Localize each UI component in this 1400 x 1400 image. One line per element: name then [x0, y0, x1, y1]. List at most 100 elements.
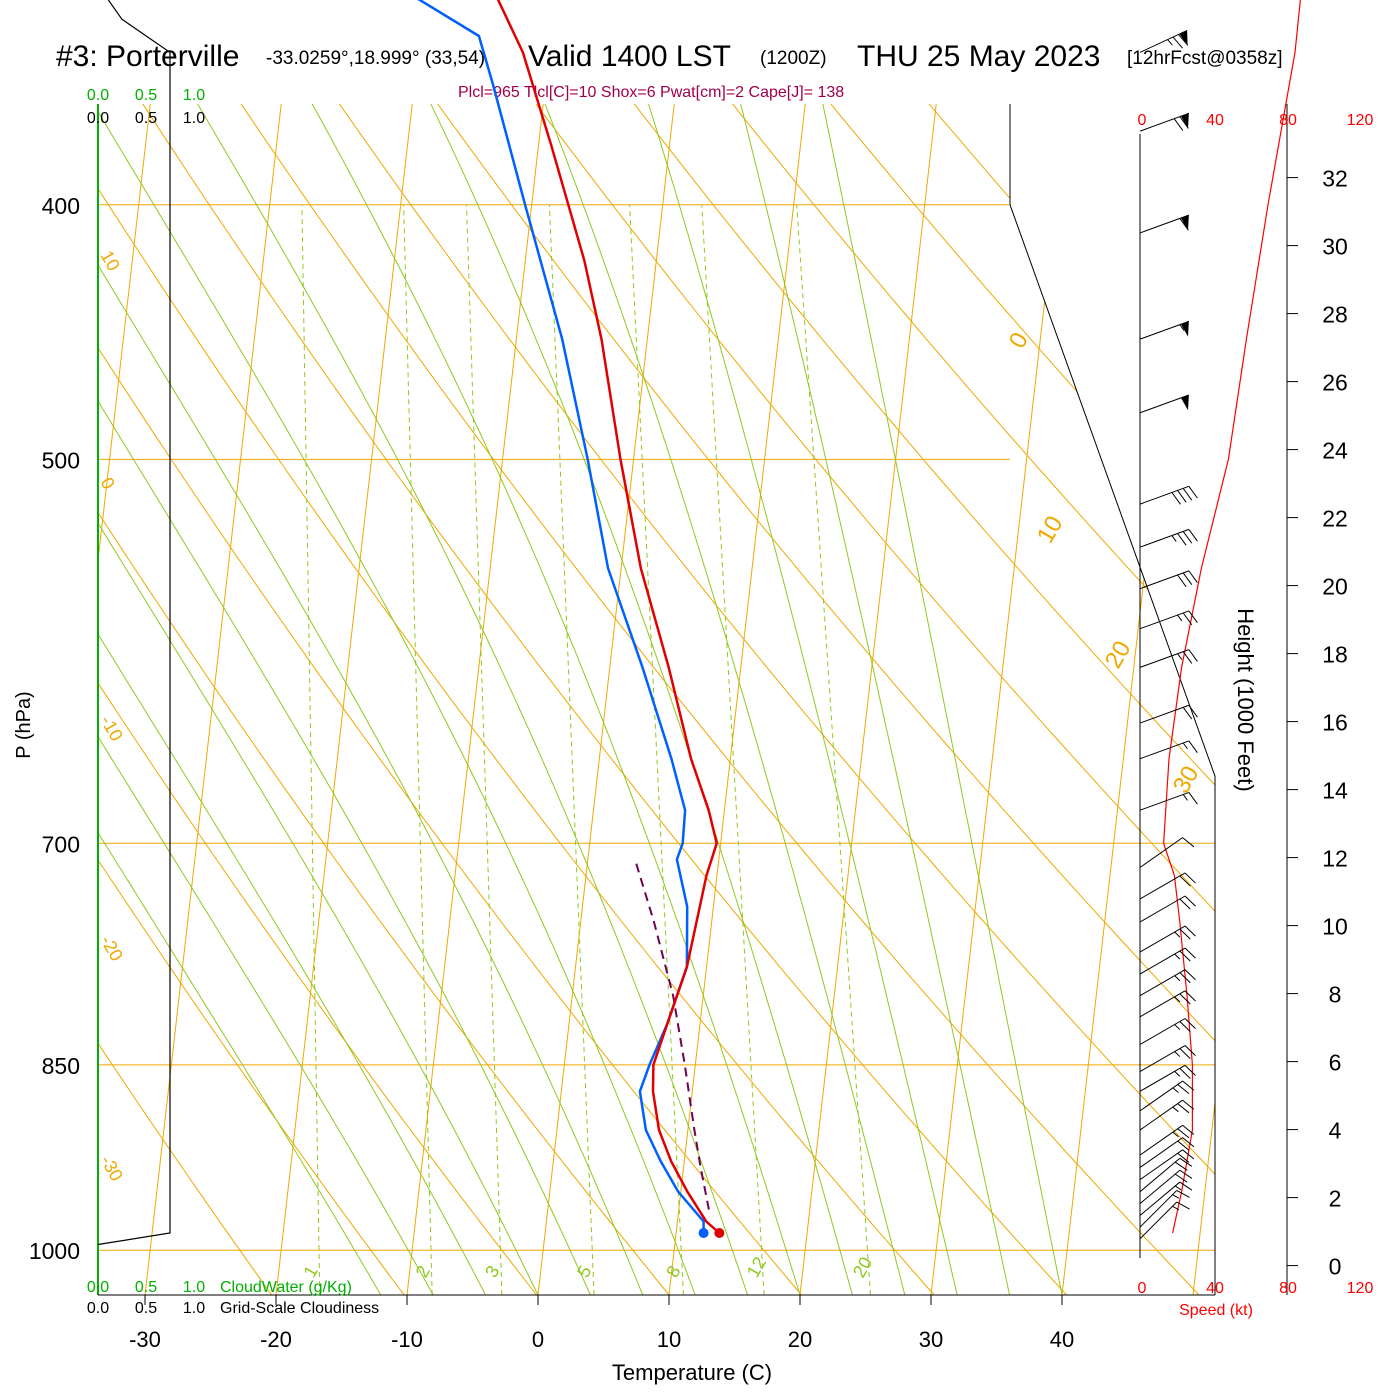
dry-adiabat-line: [1199, 104, 1215, 1295]
x-tick-label: 0: [532, 1327, 544, 1352]
x-tick-label: 30: [919, 1327, 943, 1352]
speed-tick-label: 80: [1279, 1280, 1297, 1297]
wind-barb-staff: [1139, 895, 1186, 923]
wind-barb-flag: [1177, 574, 1187, 588]
wind-barb-staff: [1139, 1045, 1186, 1072]
isotherm-line: [144, 104, 332, 1295]
cloudwater-tick-label: 0.5: [135, 1279, 157, 1296]
wind-barb-flag: [1184, 925, 1196, 937]
wind-barb-flag: [1182, 572, 1193, 586]
isotherm-label: 10: [1032, 511, 1069, 548]
moist-adiabat-line: [98, 104, 696, 1295]
wind-barb: [1139, 872, 1196, 900]
diagram-background: [98, 104, 1215, 1295]
wind-barb-flag: [1179, 1157, 1193, 1167]
speed-axis-title: Speed (kt): [1179, 1302, 1253, 1319]
height-tick-label: 26: [1322, 370, 1348, 396]
speed-tick-label: 0: [1138, 1280, 1147, 1297]
station-title: #3: Porterville: [56, 40, 240, 73]
wind-barb-half-flag: [1172, 1087, 1179, 1093]
wind-barb-staff: [1139, 969, 1186, 997]
wind-barb-half-flag: [1172, 1106, 1179, 1113]
wind-barb-flag: [1182, 1099, 1195, 1110]
isotherm-line: [668, 104, 856, 1295]
wind-barb-flag: [1179, 875, 1191, 887]
wind-barb-staff: [1139, 837, 1183, 868]
isotherm-label: -30: [97, 1152, 127, 1185]
wind-barb-staff: [1139, 29, 1188, 53]
wind-barb-staff: [1139, 791, 1190, 811]
speed-tick-label: 40: [1206, 112, 1224, 129]
wind-barb: [1139, 1099, 1195, 1131]
wind-barb-half-flag: [1172, 1131, 1179, 1138]
wind-barb-staff: [1139, 649, 1190, 668]
height-tick-label: 10: [1322, 914, 1348, 940]
moist-adiabat-line: [621, 104, 1011, 1295]
wind-speed-line: [1162, 0, 1301, 1234]
wind-barb-half-flag: [1174, 1070, 1181, 1077]
moist-adiabat-line: [494, 104, 958, 1295]
dry-adiabat-line: [98, 104, 670, 1295]
wind-barb-flag: [1172, 36, 1183, 49]
speed-tick-label: 120: [1347, 112, 1374, 129]
dry-adiabat-line: [229, 104, 1215, 1295]
height-tick-label: 16: [1322, 710, 1348, 736]
cloudiness-tick-label: 0.0: [87, 110, 109, 127]
x-tick-label: 40: [1050, 1327, 1074, 1352]
wind-barb-staff: [1139, 1080, 1183, 1112]
dry-adiabat-line: [98, 104, 273, 1295]
wind-barb-staff: [1139, 570, 1190, 590]
dry-adiabat-line: [405, 104, 1215, 1295]
height-tick-label: 14: [1322, 778, 1348, 804]
dry-adiabat-line: [493, 104, 1215, 1295]
isotherm-label: 0: [97, 474, 119, 493]
wind-barb-staff: [1139, 947, 1186, 975]
wind-barb-staff: [1139, 485, 1190, 505]
wind-barb-staff: [1139, 740, 1190, 760]
mixing-ratio-label: 20: [849, 1253, 876, 1280]
isotherm-label: 20: [1100, 636, 1137, 673]
wind-barb-flag: [1184, 895, 1196, 907]
cloudiness-tick-label: 0.5: [135, 110, 157, 127]
wind-barb: [1139, 29, 1189, 53]
dry-adiabat-line: [98, 104, 935, 1295]
wind-barb: [1139, 1064, 1196, 1092]
wind-barb: [1139, 740, 1198, 760]
dry-adiabat-line: [670, 104, 1215, 1295]
moist-adiabat-line: [98, 104, 591, 1295]
wind-barb-flag: [1182, 531, 1193, 544]
wind-barb: [1139, 394, 1190, 414]
cloudiness-tick-label: 1.0: [183, 1300, 205, 1317]
wind-barb-flag: [1179, 1067, 1191, 1079]
isotherm-line: [799, 104, 987, 1295]
y-tick-label: 850: [42, 1053, 80, 1079]
wind-barb: [1139, 214, 1190, 234]
y-tick-label: 1000: [29, 1238, 80, 1264]
cloudwater-tick-label: 1.0: [183, 1279, 205, 1296]
wind-barb: [1139, 895, 1196, 923]
y-tick-label: 500: [42, 447, 80, 473]
wind-barb-flag: [1177, 1103, 1190, 1114]
wind-barb-flag: [1177, 1084, 1190, 1095]
wind-barb-flag: [1179, 898, 1191, 910]
wind-barb-flag: [1179, 993, 1191, 1005]
wind-barb-staff: [1139, 1099, 1183, 1131]
isotherm-label: 0: [1004, 328, 1034, 353]
wind-barbs: [1139, 29, 1198, 1258]
wind-barb-staff: [1139, 610, 1190, 630]
isotherm-line: [275, 104, 463, 1295]
wind-barb-half-flag: [1174, 1024, 1181, 1030]
wind-barb-flag: [1182, 1149, 1195, 1160]
wind-barb-flag: [1179, 116, 1189, 129]
wind-barb-flag: [1188, 740, 1198, 754]
wind-barb-flag: [1184, 1064, 1196, 1076]
wind-barb-staff: [1139, 1181, 1181, 1216]
height-tick-label: 30: [1322, 234, 1348, 260]
wind-barb: [1139, 1181, 1193, 1216]
cloudiness-tick-label: 0.0: [87, 1300, 109, 1317]
wind-barb-staff: [1139, 1149, 1183, 1181]
isotherm-label: 30: [1168, 761, 1205, 798]
wind-barb-pennant: [1180, 395, 1189, 411]
moist-adiabat-line: [98, 104, 539, 1295]
